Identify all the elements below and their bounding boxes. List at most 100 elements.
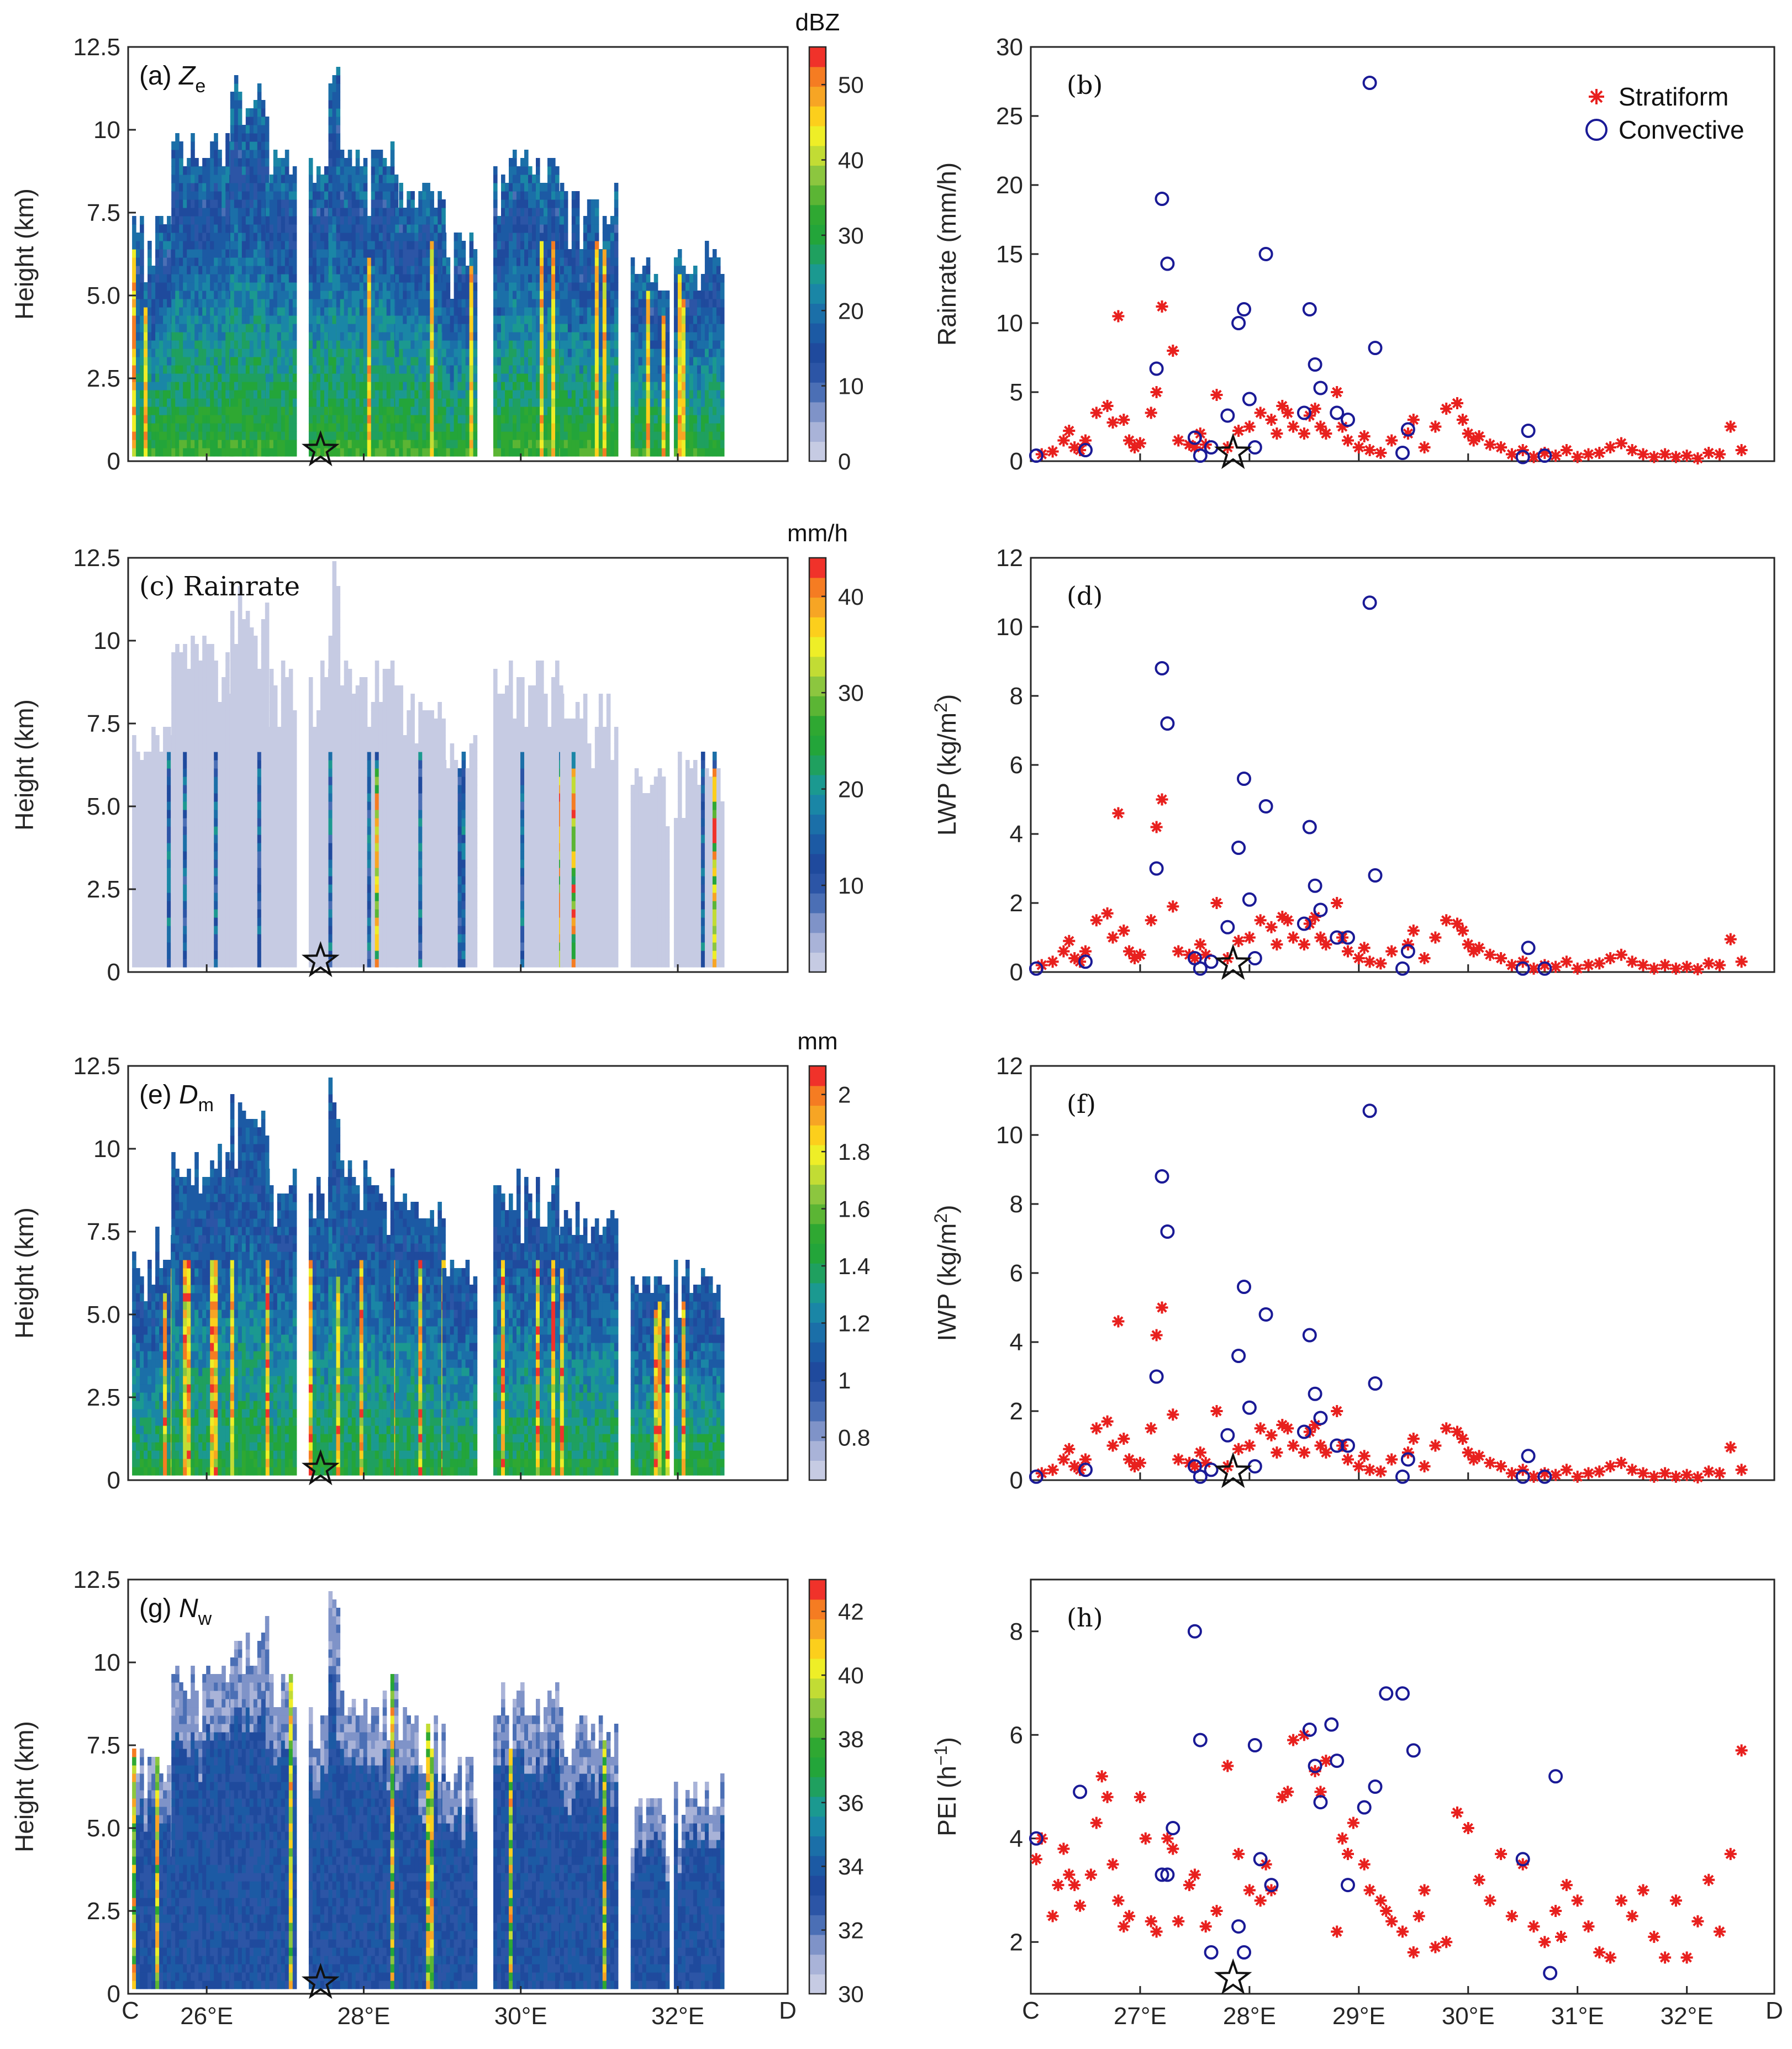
heatmap-cell xyxy=(257,199,262,208)
heatmap-cell xyxy=(712,291,717,299)
heatmap-cell xyxy=(371,199,376,208)
heatmap-cell xyxy=(720,274,725,283)
heatmap-cell xyxy=(241,266,246,274)
heatmap-cell xyxy=(241,398,246,407)
heatmap-cell xyxy=(418,266,423,274)
heatmap-cell xyxy=(324,208,329,216)
heatmap-cell xyxy=(442,398,447,407)
heatmap-cell xyxy=(257,266,262,274)
heatmap-cell xyxy=(363,357,368,366)
heatmap-cell xyxy=(367,382,372,390)
heatmap-cell xyxy=(457,266,462,274)
heatmap-cell xyxy=(359,431,364,440)
heatmap-cell xyxy=(528,423,533,432)
heatmap-cell xyxy=(163,398,167,407)
heatmap-cell xyxy=(430,415,434,424)
heatmap-cell xyxy=(187,175,191,183)
heatmap-cell xyxy=(442,291,447,299)
heatmap-cell xyxy=(136,332,140,341)
heatmap-cell xyxy=(712,324,717,332)
heatmap-cell xyxy=(430,274,434,283)
heatmap-cell xyxy=(414,249,419,258)
heatmap-cell xyxy=(347,199,352,208)
heatmap-cell xyxy=(351,307,356,316)
heatmap-cell xyxy=(222,332,226,341)
heatmap-cell xyxy=(367,307,372,316)
heatmap-cell xyxy=(371,423,376,432)
heatmap-cell xyxy=(430,233,434,241)
heatmap-cell xyxy=(540,191,544,200)
heatmap-cell xyxy=(520,315,525,324)
heatmap-cell xyxy=(505,257,509,266)
heatmap-cell xyxy=(638,431,643,440)
heatmap-cell xyxy=(332,166,337,175)
heatmap-cell xyxy=(284,390,289,399)
heatmap-cell xyxy=(716,307,721,316)
heatmap-cell xyxy=(144,398,148,407)
heatmap-cell xyxy=(567,266,572,274)
heatmap-cell xyxy=(630,291,635,299)
heatmap-cell xyxy=(363,166,368,175)
heatmap-cell xyxy=(454,365,458,374)
colorbar-tick-label: 40 xyxy=(838,147,864,173)
heatmap-cell xyxy=(277,216,282,225)
heatmap-cell xyxy=(524,291,529,299)
heatmap-cell xyxy=(614,249,619,258)
heatmap-cell xyxy=(234,150,239,159)
heatmap-cell xyxy=(363,415,368,424)
heatmap-cell xyxy=(144,431,148,440)
heatmap-cell xyxy=(351,216,356,225)
heatmap-cell xyxy=(183,175,187,183)
heatmap-cell xyxy=(426,241,430,250)
heatmap-cell xyxy=(520,373,525,382)
heatmap-cell xyxy=(579,415,584,424)
heatmap-cell xyxy=(567,315,572,324)
heatmap-cell xyxy=(238,390,243,399)
heatmap-cell xyxy=(575,365,580,374)
heatmap-cell xyxy=(614,332,619,341)
heatmap-cell xyxy=(371,266,376,274)
heatmap-cell xyxy=(410,373,415,382)
heatmap-cell xyxy=(214,382,218,390)
heatmap-cell xyxy=(320,373,325,382)
heatmap-cell xyxy=(454,291,458,299)
heatmap-cell xyxy=(700,299,705,308)
heatmap-cell xyxy=(284,249,289,258)
heatmap-cell xyxy=(497,291,502,299)
heatmap-cell xyxy=(187,448,191,457)
heatmap-cell xyxy=(336,257,341,266)
heatmap-cell xyxy=(442,440,447,448)
heatmap-cell xyxy=(328,282,333,291)
heatmap-cell xyxy=(446,373,451,382)
heatmap-cell xyxy=(646,373,651,382)
heatmap-cell xyxy=(547,257,552,266)
heatmap-cell xyxy=(591,208,595,216)
heatmap-cell xyxy=(187,158,191,167)
heatmap-cell xyxy=(375,199,380,208)
heatmap-cell xyxy=(438,274,442,283)
heatmap-cell xyxy=(355,208,360,216)
heatmap-cell xyxy=(281,166,286,175)
heatmap-cell xyxy=(650,382,655,390)
heatmap-cell xyxy=(418,216,423,225)
heatmap-cell xyxy=(665,332,670,341)
heatmap-cell xyxy=(422,307,426,316)
heatmap-cell xyxy=(591,423,595,432)
heatmap-cell xyxy=(426,423,430,432)
heatmap-cell xyxy=(442,274,447,283)
heatmap-cell xyxy=(642,365,647,374)
heatmap-cell xyxy=(673,348,678,357)
heatmap-cell xyxy=(324,299,329,308)
heatmap-cell xyxy=(704,307,709,316)
heatmap-cell xyxy=(712,398,717,407)
heatmap-cell xyxy=(638,423,643,432)
asterisk-stroke xyxy=(1157,301,1167,312)
heatmap-cell xyxy=(571,390,576,399)
heatmap-cell xyxy=(253,291,258,299)
heatmap-cell xyxy=(198,406,203,415)
heatmap-cell xyxy=(551,423,556,432)
heatmap-cell xyxy=(253,390,258,399)
heatmap-cell xyxy=(386,241,391,250)
heatmap-cell xyxy=(555,406,560,415)
heatmap-cell xyxy=(399,431,403,440)
